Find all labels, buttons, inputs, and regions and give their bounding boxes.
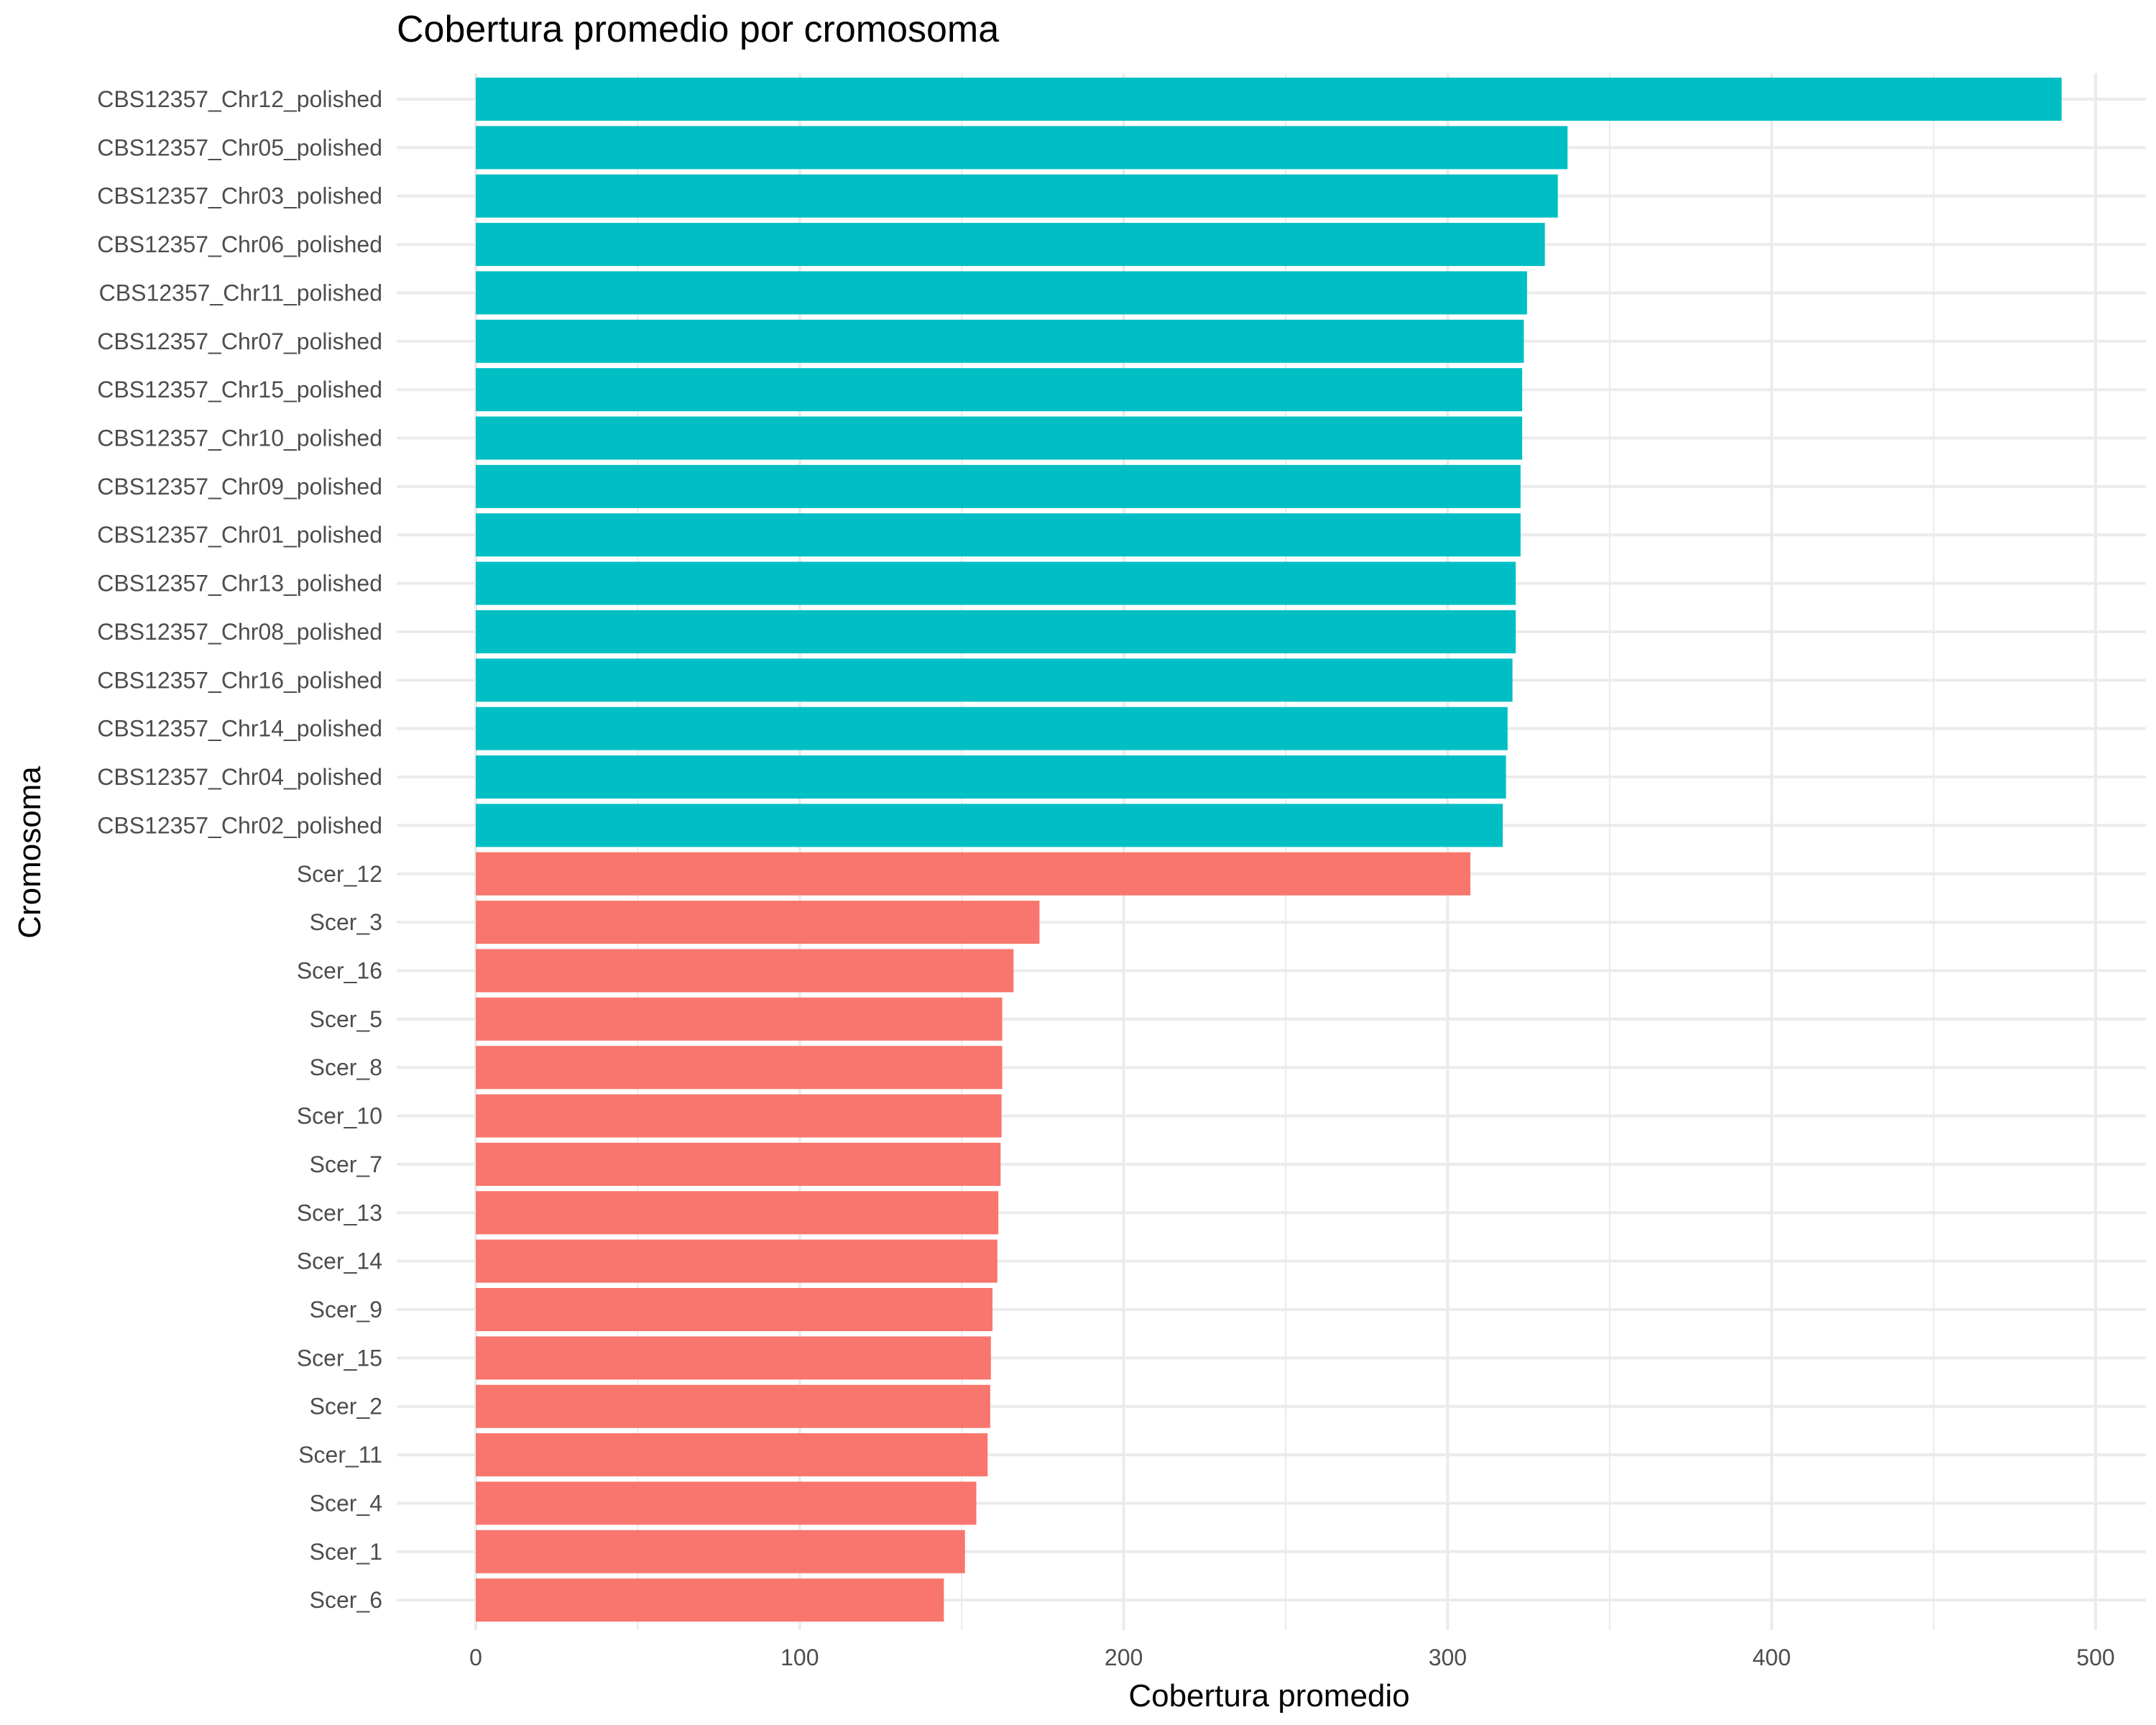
y-axis-title: Cromosoma xyxy=(12,766,47,939)
x-axis-title: Cobertura promedio xyxy=(1128,1678,1409,1714)
y-tick-label: Scer_2 xyxy=(310,1394,382,1420)
bar xyxy=(476,1481,977,1525)
y-tick-label: CBS12357_Chr06_polished xyxy=(97,231,382,257)
y-tick-label: Scer_11 xyxy=(298,1442,382,1468)
bar xyxy=(476,513,1521,557)
y-tick-label: Scer_9 xyxy=(310,1297,382,1322)
y-tick-label: Scer_13 xyxy=(297,1200,382,1225)
y-tick-label: CBS12357_Chr10_polished xyxy=(97,426,382,451)
y-tick-label: CBS12357_Chr08_polished xyxy=(97,619,382,645)
bar xyxy=(476,1142,1001,1186)
y-tick-label: CBS12357_Chr14_polished xyxy=(97,716,382,742)
y-tick-label: CBS12357_Chr02_polished xyxy=(97,812,382,838)
bar xyxy=(476,949,1014,993)
y-tick-label: CBS12357_Chr03_polished xyxy=(97,183,382,209)
y-tick-label: Scer_8 xyxy=(310,1054,382,1080)
bar xyxy=(476,271,1527,315)
y-tick-label: CBS12357_Chr16_polished xyxy=(97,667,382,693)
y-tick-label: Scer_4 xyxy=(310,1490,382,1516)
bar xyxy=(476,561,1516,605)
bar xyxy=(476,174,1558,218)
bar xyxy=(476,1336,991,1380)
y-tick-label: CBS12357_Chr07_polished xyxy=(97,328,382,354)
bar xyxy=(476,1433,988,1477)
bar xyxy=(476,658,1513,702)
bar xyxy=(476,464,1521,508)
bar xyxy=(476,1578,944,1622)
bar xyxy=(476,1530,965,1573)
bar xyxy=(476,755,1506,799)
y-tick-label: Scer_1 xyxy=(310,1539,382,1565)
bar xyxy=(476,319,1524,363)
y-tick-label: Scer_10 xyxy=(297,1103,382,1129)
bar xyxy=(476,368,1523,412)
bar xyxy=(476,78,2062,121)
bar xyxy=(476,416,1523,460)
bar xyxy=(476,707,1508,750)
y-tick-label: CBS12357_Chr05_polished xyxy=(97,134,382,160)
y-tick-label: CBS12357_Chr15_polished xyxy=(97,377,382,402)
x-tick-labels: 0 100 200 300 400 500 xyxy=(469,1644,2115,1670)
x-tick-label: 100 xyxy=(780,1644,819,1670)
y-tick-label: CBS12357_Chr12_polished xyxy=(97,86,382,112)
bar xyxy=(476,901,1040,944)
x-tick-label: 500 xyxy=(2076,1644,2114,1670)
bars-layer xyxy=(476,78,2062,1622)
y-tick-label: Scer_15 xyxy=(297,1345,382,1371)
bar xyxy=(476,1239,998,1283)
bar xyxy=(476,1094,1002,1138)
y-tick-label: CBS12357_Chr09_polished xyxy=(97,474,382,500)
bar xyxy=(476,126,1568,170)
x-tick-label: 300 xyxy=(1429,1644,1467,1670)
bar xyxy=(476,1046,1003,1090)
y-tick-label: Scer_16 xyxy=(297,957,382,983)
bar xyxy=(476,804,1503,847)
chart-title: Cobertura promedio por cromosoma xyxy=(397,9,999,50)
bar xyxy=(476,610,1516,653)
y-tick-label: Scer_3 xyxy=(310,909,382,935)
y-tick-label: CBS12357_Chr11_polished xyxy=(99,280,382,305)
y-tick-label: Scer_14 xyxy=(297,1248,382,1274)
bar xyxy=(476,852,1470,896)
y-tick-label: Scer_5 xyxy=(310,1006,382,1032)
bar xyxy=(476,1191,999,1235)
bar xyxy=(476,223,1545,267)
y-tick-label: Scer_12 xyxy=(297,861,382,887)
y-tick-label: CBS12357_Chr01_polished xyxy=(97,522,382,548)
x-tick-label: 400 xyxy=(1753,1644,1791,1670)
y-tick-labels: CBS12357_Chr12_polished CBS12357_Chr05_po… xyxy=(97,86,382,1613)
bar xyxy=(476,1384,990,1428)
bar xyxy=(476,997,1003,1041)
x-tick-label: 200 xyxy=(1105,1644,1143,1670)
bar xyxy=(476,1288,993,1331)
y-tick-label: CBS12357_Chr04_polished xyxy=(97,764,382,790)
y-tick-label: CBS12357_Chr13_polished xyxy=(97,571,382,597)
x-tick-label: 0 xyxy=(469,1644,482,1670)
y-tick-label: Scer_7 xyxy=(310,1151,382,1177)
y-tick-label: Scer_6 xyxy=(310,1587,382,1613)
